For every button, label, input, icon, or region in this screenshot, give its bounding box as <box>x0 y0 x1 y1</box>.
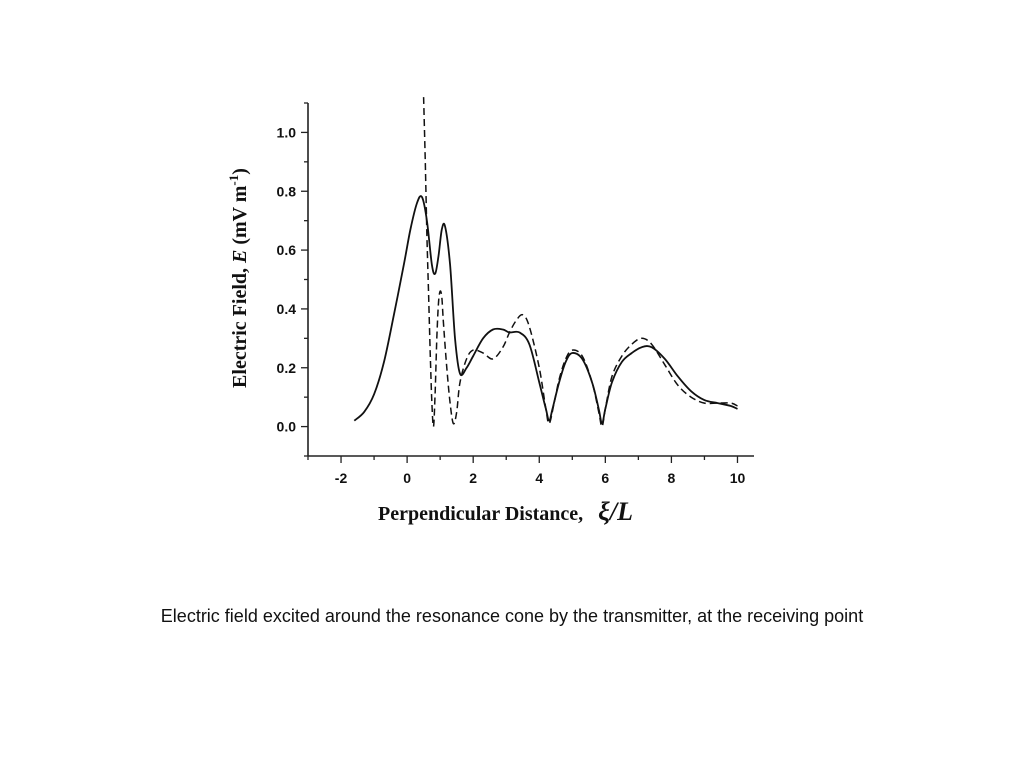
y-axis-title: Electric Field, E (mV m-1) <box>226 168 251 388</box>
y-tick-label: 0.6 <box>277 242 297 258</box>
y-tick-label: 0.8 <box>277 183 297 199</box>
x-tick-label: 4 <box>535 470 543 486</box>
solid-series-line <box>353 195 738 425</box>
axes: -2 0 2 4 6 8 10 0.0 0.2 0.4 0.6 0.8 1.0 <box>277 102 754 486</box>
figure-caption: Electric field excited around the resona… <box>160 606 864 626</box>
y-tick-label: 0.4 <box>277 301 297 317</box>
x-tick-label: 0 <box>403 470 411 486</box>
x-tick-label: -2 <box>335 470 348 486</box>
y-axis-title-part-2: E <box>229 250 251 264</box>
y-tick-label: 1.0 <box>277 124 297 140</box>
x-tick-label: 8 <box>668 470 676 486</box>
dashed-series-line <box>422 97 738 428</box>
x-axis-title: Perpendicular Distance, ξ/L <box>378 497 633 526</box>
x-tick-label: 6 <box>601 470 609 486</box>
y-axis-title-part-5: ) <box>229 168 251 175</box>
y-axis-title-part-1: Electric Field, <box>229 263 251 388</box>
x-tick-label: 10 <box>730 470 746 486</box>
x-axis-title-symbol: ξ/L <box>598 497 633 526</box>
y-axis-title-part-3: (mV m <box>229 185 251 249</box>
y-tick-label: 0.2 <box>277 360 297 376</box>
y-tick-label: 0.0 <box>277 419 297 435</box>
x-tick-label: 2 <box>469 470 477 486</box>
series-layer <box>353 97 738 428</box>
x-axis-title-text: Perpendicular Distance, <box>378 503 583 525</box>
y-axis-title-exponent: -1 <box>226 175 241 186</box>
